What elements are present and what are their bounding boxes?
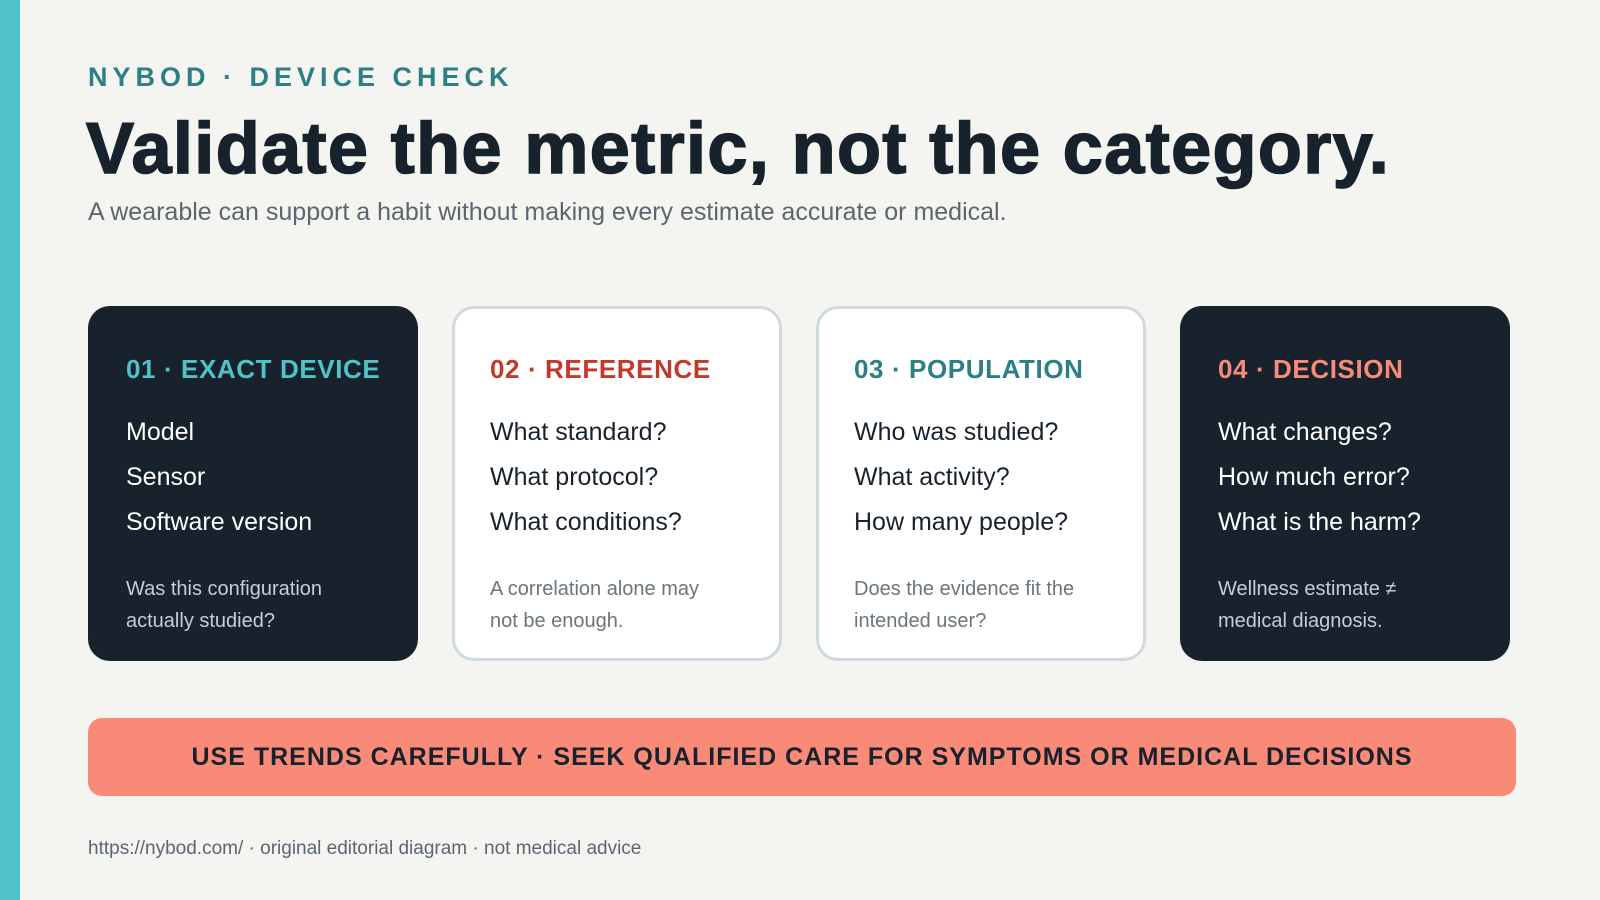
card-item: How many people?: [854, 508, 1069, 536]
card-item: What protocol?: [490, 463, 659, 491]
card-note: Was this configuration actually studied?: [126, 578, 323, 632]
card-items: What changes? How much error? What is th…: [1218, 410, 1474, 545]
card-item: What changes?: [1218, 418, 1392, 446]
page-subtitle: A wearable can support a habit without m…: [88, 198, 1007, 226]
card-items: Who was studied? What activity? How many…: [854, 410, 1107, 545]
card-note: Wellness estimate ≠ medical diagnosis.: [1218, 578, 1397, 632]
card-reference: 02 · REFERENCE What standard? What proto…: [452, 306, 782, 661]
page-title: Validate the metric, not the category.: [85, 108, 1391, 190]
warning-banner: USE TRENDS CAREFULLY · SEEK QUALIFIED CA…: [88, 718, 1516, 796]
card-population: 03 · POPULATION Who was studied? What ac…: [816, 306, 1146, 661]
card-items: What standard? What protocol? What condi…: [490, 410, 743, 545]
footer-credit: https://nybod.com/ · original editorial …: [88, 838, 642, 859]
card-item: What is the harm?: [1218, 508, 1421, 536]
card-decision: 04 · DECISION What changes? How much err…: [1180, 306, 1510, 661]
card-item: Software version: [126, 508, 313, 536]
card-item: What activity?: [854, 463, 1010, 491]
card-note: Does the evidence fit the intended user?: [854, 578, 1075, 632]
card-heading: 02 · REFERENCE: [490, 354, 711, 384]
card-item: What conditions?: [490, 508, 682, 536]
card-note: A correlation alone may not be enough.: [490, 578, 700, 632]
card-heading: 01 · EXACT DEVICE: [126, 354, 381, 384]
card-row: 01 · EXACT DEVICE Model Sensor Software …: [88, 306, 1510, 661]
card-item: How much error?: [1218, 463, 1410, 491]
card-item: Sensor: [126, 463, 206, 491]
card-item: Who was studied?: [854, 418, 1059, 446]
eyebrow-label: NYBOD · DEVICE CHECK: [88, 62, 514, 92]
card-item: What standard?: [490, 418, 667, 446]
left-accent-bar: [0, 0, 20, 900]
card-item: Model: [126, 418, 195, 446]
card-exact-device: 01 · EXACT DEVICE Model Sensor Software …: [88, 306, 418, 661]
card-items: Model Sensor Software version: [126, 410, 382, 545]
card-heading: 03 · POPULATION: [854, 354, 1084, 384]
card-heading: 04 · DECISION: [1218, 354, 1404, 384]
